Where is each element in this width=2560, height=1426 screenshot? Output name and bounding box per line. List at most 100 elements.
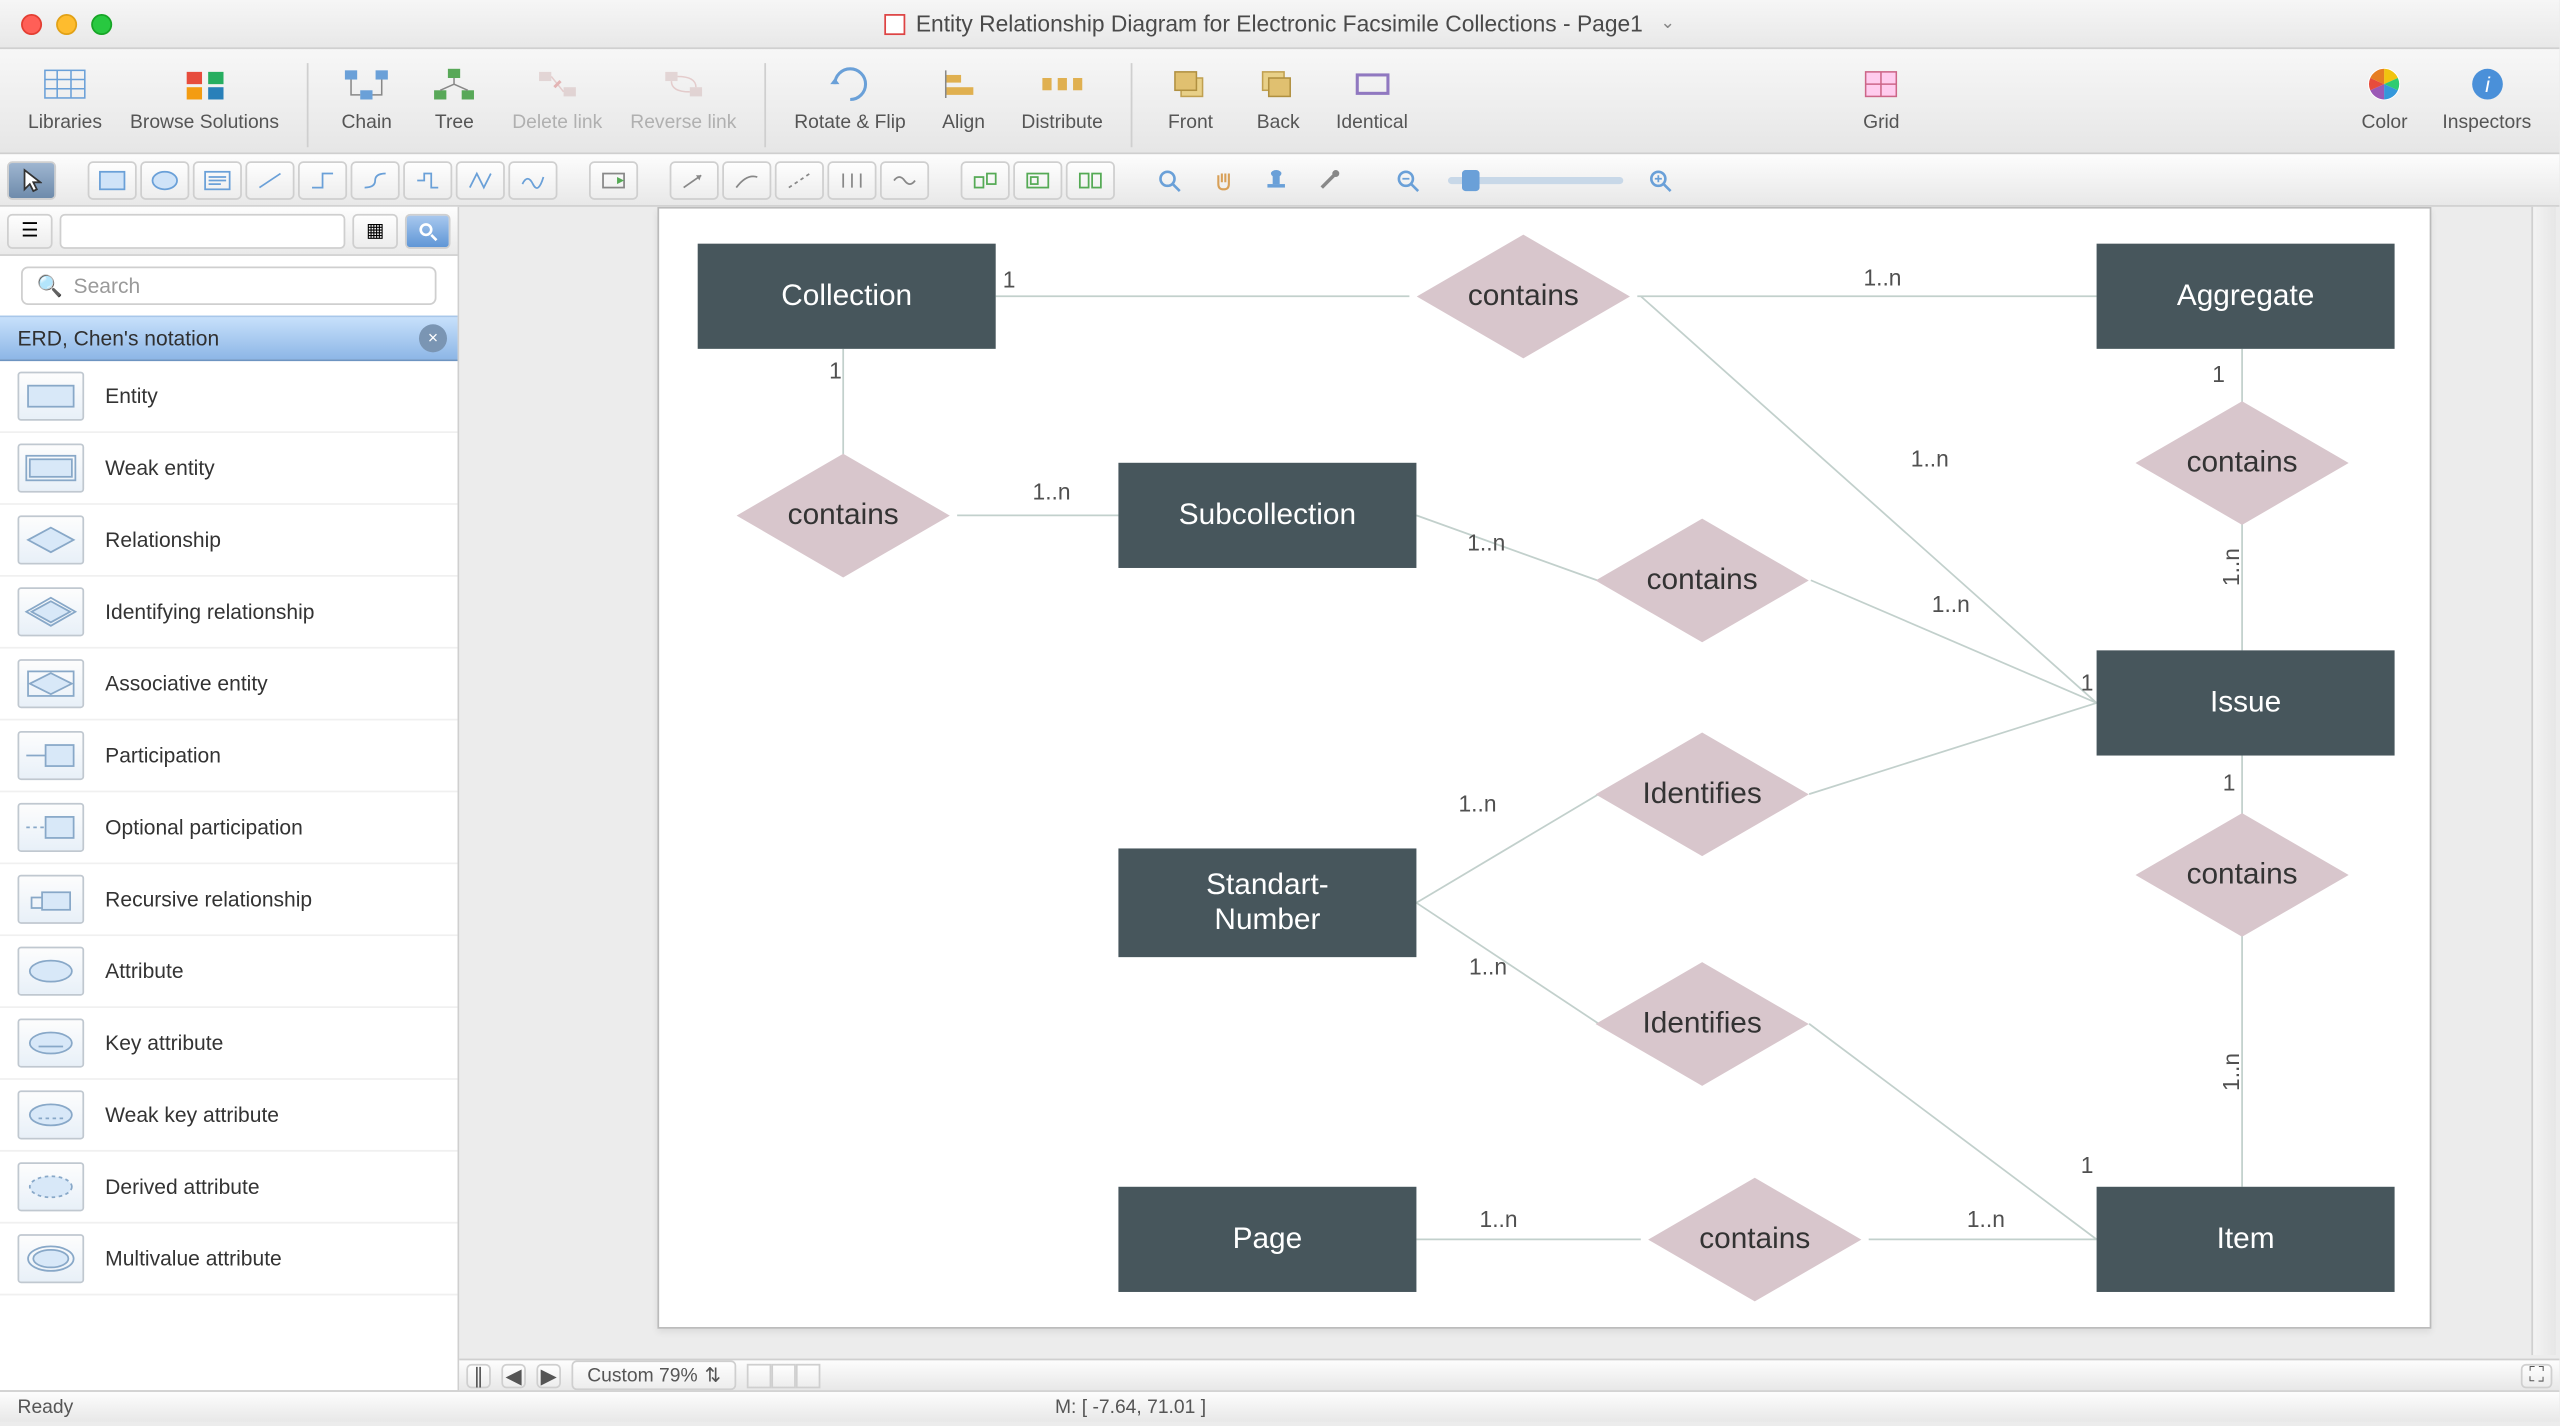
relationship-r_col_agg[interactable]: contains <box>1409 235 1637 358</box>
tree-button[interactable]: Tree <box>414 56 495 133</box>
eyedropper-tool[interactable] <box>1304 160 1353 199</box>
page-view-3[interactable] <box>796 1363 821 1388</box>
library-item-attribute[interactable]: Attribute <box>0 936 458 1008</box>
library-item-relationship[interactable]: Relationship <box>0 505 458 577</box>
browse-solutions-button[interactable]: Browse Solutions <box>120 56 290 133</box>
line-tool-6[interactable] <box>508 160 557 199</box>
entity-standart[interactable]: Standart-Number <box>1118 848 1416 957</box>
prev-page-button[interactable]: ◀ <box>501 1363 526 1388</box>
group-tool-2[interactable] <box>1013 160 1062 199</box>
align-button[interactable]: Align <box>923 56 1004 133</box>
relationship-r_sn_issue[interactable]: Identifies <box>1588 733 1816 856</box>
library-item-multivalue-attribute[interactable]: Multivalue attribute <box>0 1224 458 1296</box>
zoom-slider-thumb[interactable] <box>1462 169 1480 190</box>
fit-page-button[interactable]: ⛶ <box>2521 1363 2553 1388</box>
inspectors-button[interactable]: i Inspectors <box>2432 56 2542 133</box>
weak-key-attribute-icon <box>18 1090 85 1139</box>
entity-issue[interactable]: Issue <box>2097 650 2395 755</box>
arrow-tool-1[interactable] <box>670 160 719 199</box>
next-page-button[interactable]: ▶ <box>536 1363 561 1388</box>
library-item-key-attribute[interactable]: Key attribute <box>0 1008 458 1080</box>
text-tool[interactable] <box>193 160 242 199</box>
relationship-r_sub_issue[interactable]: contains <box>1588 519 1816 642</box>
back-button[interactable]: Back <box>1238 56 1319 133</box>
insert-tool[interactable] <box>589 160 638 199</box>
zoom-slider[interactable] <box>1448 176 1623 183</box>
arrow-tool-3[interactable] <box>775 160 824 199</box>
close-window-button[interactable] <box>21 13 42 34</box>
main-toolbar: Libraries Browse Solutions Chain Tree De… <box>0 49 2559 154</box>
library-header[interactable]: ERD, Chen's notation × <box>0 316 458 362</box>
entity-item[interactable]: Item <box>2097 1187 2395 1292</box>
chevron-down-icon[interactable]: ⌄ <box>1660 14 1675 33</box>
zoom-window-button[interactable] <box>91 13 112 34</box>
zoom-dropdown[interactable]: Custom 79% ⇅ <box>571 1360 736 1390</box>
stamp-tool[interactable] <box>1252 160 1301 199</box>
library-item-identifying-relationship[interactable]: Identifying relationship <box>0 577 458 649</box>
ellipse-tool[interactable] <box>140 160 189 199</box>
hand-tool[interactable] <box>1199 160 1248 199</box>
library-item-entity[interactable]: Entity <box>0 361 458 433</box>
color-button[interactable]: Color <box>2344 56 2425 133</box>
line-tool-5[interactable] <box>456 160 505 199</box>
zoom-out-button[interactable] <box>1385 160 1434 199</box>
relationship-r_issue_item[interactable]: contains <box>2128 813 2356 936</box>
relationship-r_page_item[interactable]: contains <box>1641 1178 1869 1301</box>
arrow-tool-5[interactable] <box>880 160 929 199</box>
rotate-flip-button[interactable]: Rotate & Flip <box>784 56 917 133</box>
relationship-r_agg_issue[interactable]: contains <box>2128 401 2356 524</box>
minimize-window-button[interactable] <box>56 13 77 34</box>
arrow-tool-4[interactable] <box>827 160 876 199</box>
arrow-tool-2[interactable] <box>722 160 771 199</box>
canvas-page[interactable]: contains contains contains contains Identifi… <box>657 207 2431 1329</box>
distribute-button[interactable]: Distribute <box>1011 56 1113 133</box>
delete-link-button[interactable]: Delete link <box>502 56 613 133</box>
participation-icon <box>18 731 85 780</box>
entity-aggregate[interactable]: Aggregate <box>2097 244 2395 349</box>
line-tool-4[interactable] <box>403 160 452 199</box>
library-item-weak-entity[interactable]: Weak entity <box>0 433 458 505</box>
canvas-scroll[interactable]: contains contains contains contains Identifi… <box>459 207 2559 1359</box>
pause-icon[interactable]: ∥ <box>466 1363 491 1388</box>
line-tool-3[interactable] <box>351 160 400 199</box>
reverse-link-button[interactable]: Reverse link <box>620 56 747 133</box>
sidebar-search-input[interactable]: 🔍 Search <box>21 266 436 305</box>
library-item-participation[interactable]: Participation <box>0 720 458 792</box>
library-item-recursive-relationship[interactable]: Recursive relationship <box>0 864 458 936</box>
rect-tool[interactable] <box>88 160 137 199</box>
sidebar-filter-input[interactable] <box>60 213 346 248</box>
entity-icon <box>18 372 85 421</box>
sidebar-grid-view-button[interactable]: ▦ <box>352 213 398 248</box>
line-tool-2[interactable] <box>298 160 347 199</box>
sidebar: ☰ ▦ 🔍 Search ERD, Chen's notation × Enti… <box>0 207 459 1390</box>
group-tool-1[interactable] <box>961 160 1010 199</box>
page-view-2[interactable] <box>772 1363 797 1388</box>
zoom-in-button[interactable] <box>1637 160 1686 199</box>
entity-page[interactable]: Page <box>1118 1187 1416 1292</box>
library-item-weak-key-attribute[interactable]: Weak key attribute <box>0 1080 458 1152</box>
identical-button[interactable]: Identical <box>1326 56 1419 133</box>
zoom-tool[interactable] <box>1146 160 1195 199</box>
window-title: Entity Relationship Diagram for Electron… <box>884 11 1675 37</box>
delete-link-icon <box>529 60 585 109</box>
sidebar-list-view-button[interactable]: ☰ <box>7 213 53 248</box>
grid-button[interactable]: Grid <box>1841 56 1922 133</box>
relationship-r_col_sub[interactable]: contains <box>729 454 957 577</box>
library-item-derived-attribute[interactable]: Derived attribute <box>0 1152 458 1224</box>
relationship-r_sn_item[interactable]: Identifies <box>1588 962 1816 1085</box>
line-tool-1[interactable] <box>245 160 294 199</box>
vertical-scrollbar[interactable] <box>2531 207 2556 1355</box>
page-view-1[interactable] <box>747 1363 772 1388</box>
library-item-optional-participation[interactable]: Optional participation <box>0 792 458 864</box>
pointer-tool[interactable] <box>7 160 56 199</box>
close-library-icon[interactable]: × <box>419 324 447 352</box>
cardinality-label: 1 <box>2212 361 2225 387</box>
libraries-button[interactable]: Libraries <box>18 56 113 133</box>
entity-subcollection[interactable]: Subcollection <box>1118 463 1416 568</box>
front-button[interactable]: Front <box>1150 56 1231 133</box>
library-item-associative-entity[interactable]: Associative entity <box>0 649 458 721</box>
sidebar-search-toggle[interactable] <box>405 213 451 248</box>
entity-collection[interactable]: Collection <box>698 244 996 349</box>
chain-button[interactable]: Chain <box>326 56 407 133</box>
group-tool-3[interactable] <box>1066 160 1115 199</box>
